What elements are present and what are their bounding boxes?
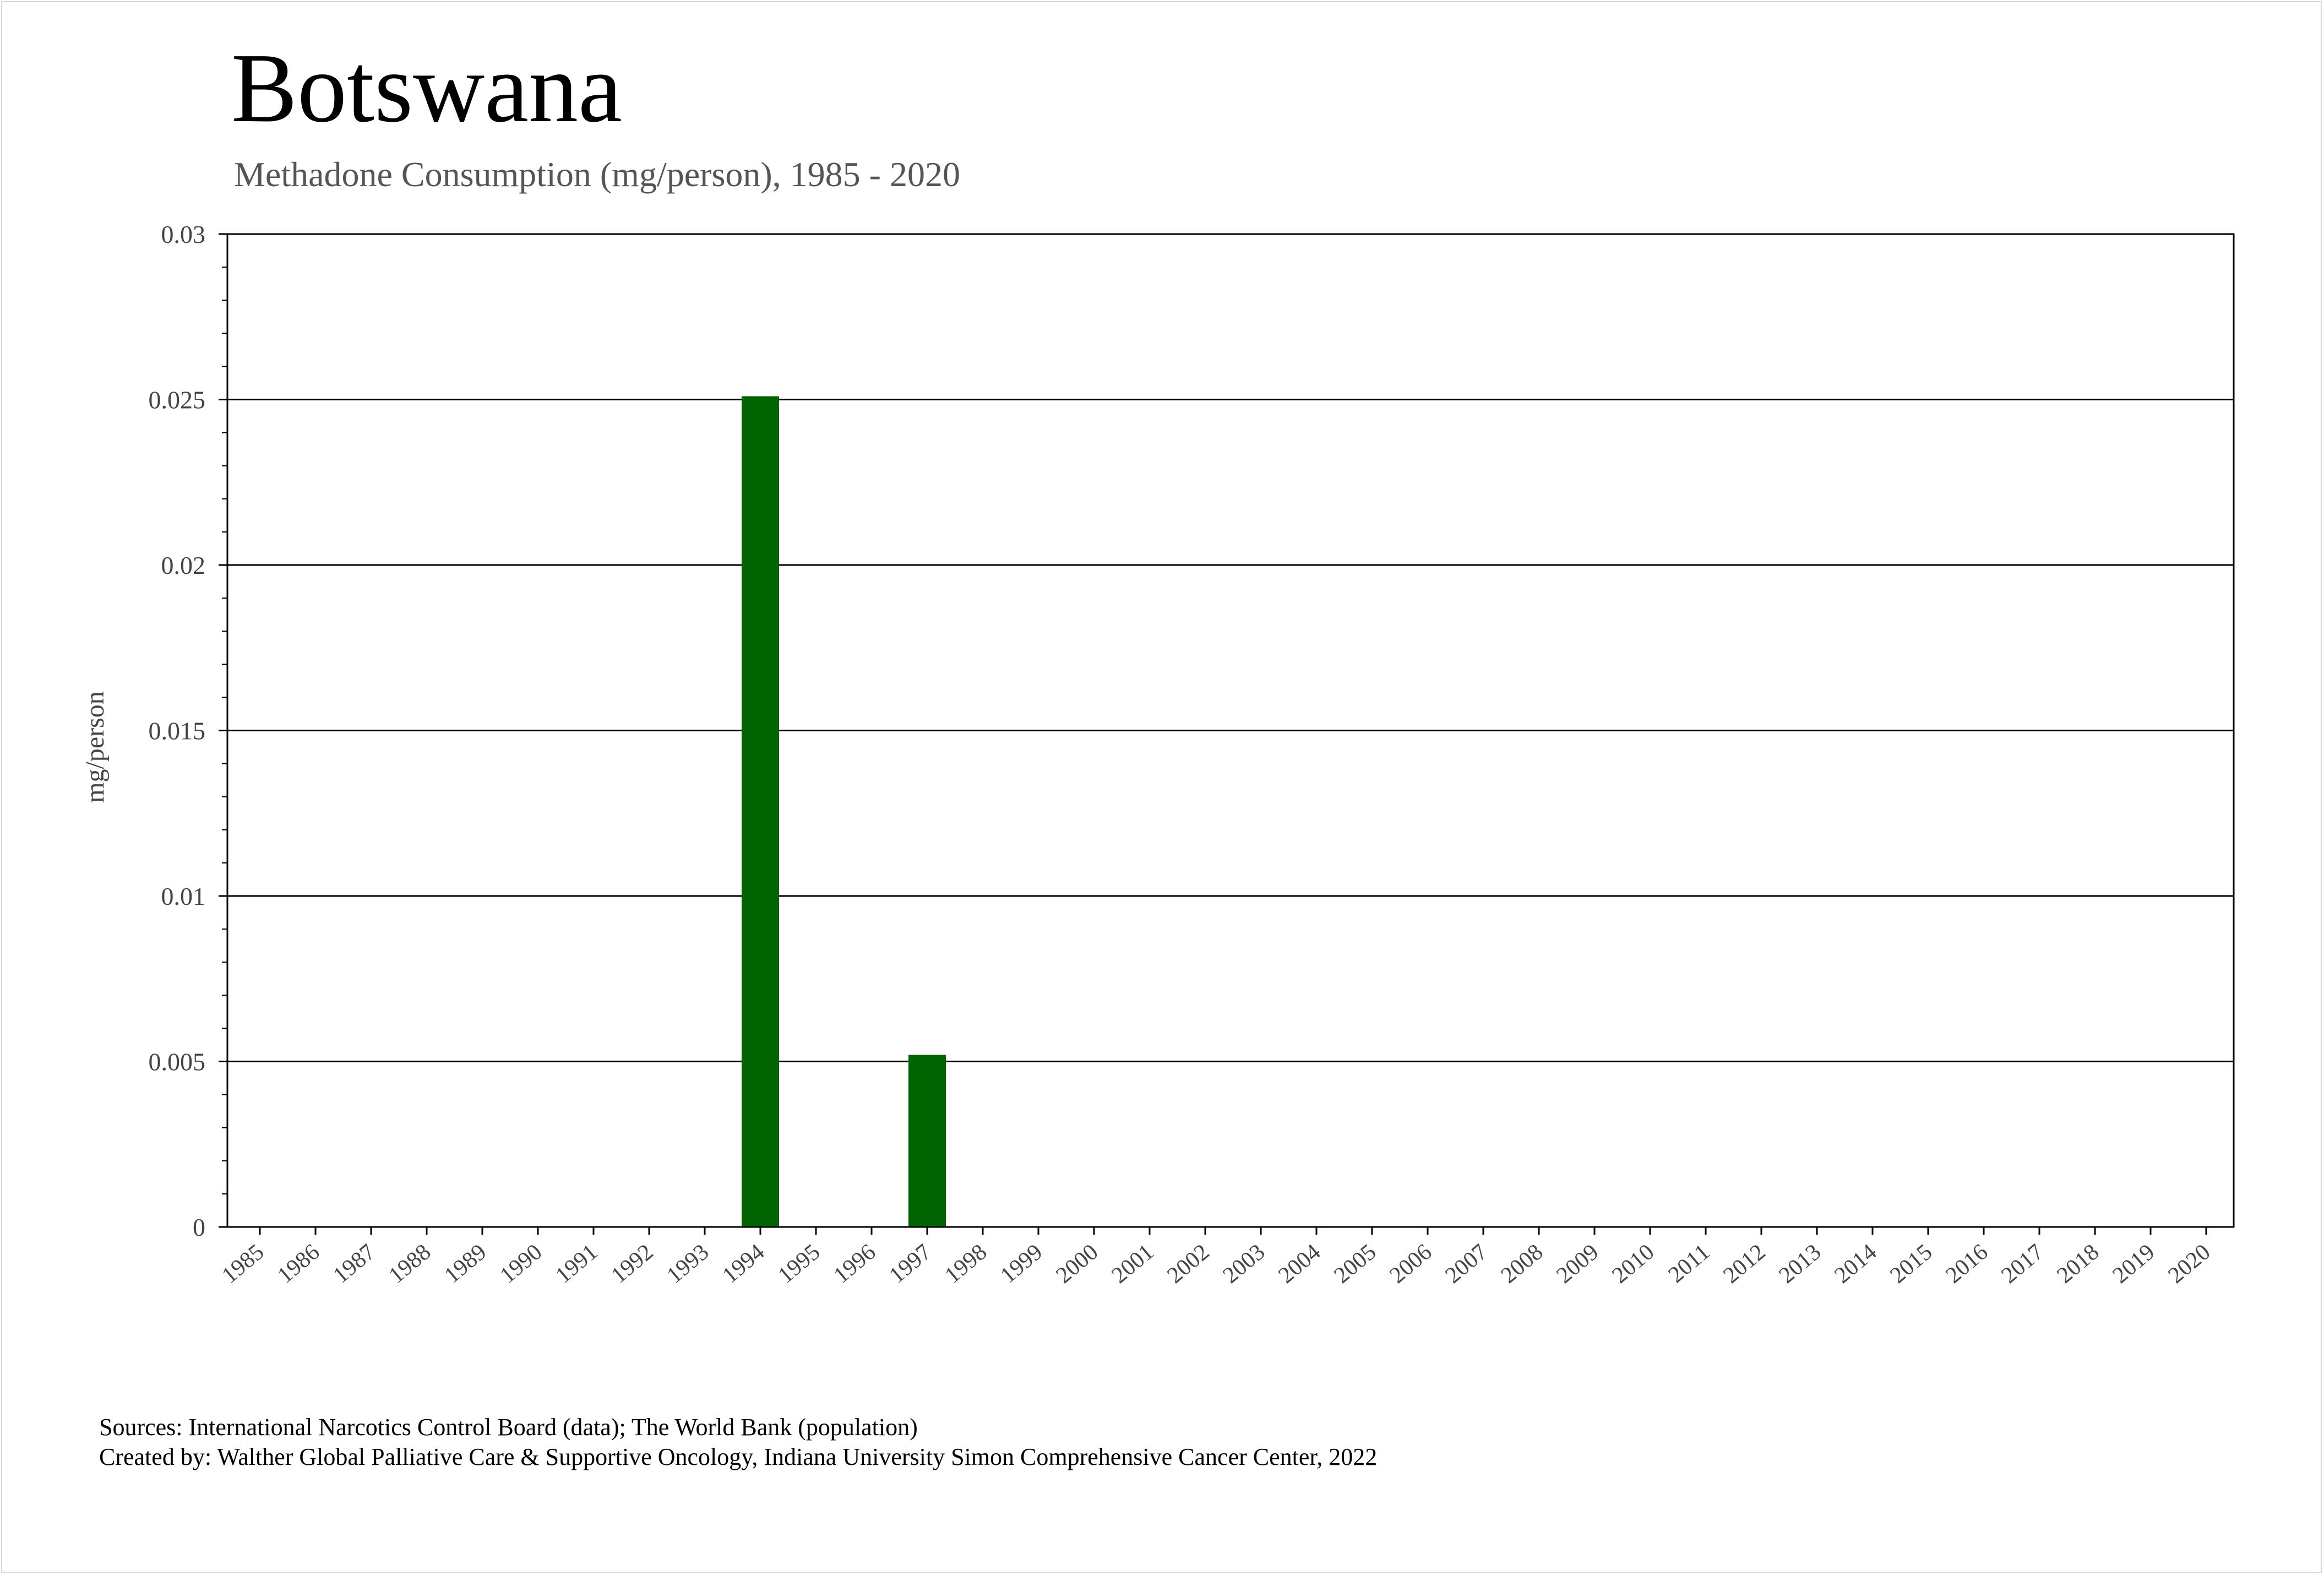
x-tick-label: 1993: [662, 1239, 714, 1288]
y-tick-label: 0.015: [149, 717, 206, 745]
x-tick-label: 2015: [1886, 1239, 1937, 1288]
x-tick-label: 1990: [496, 1239, 547, 1288]
x-tick-label: 2018: [2053, 1239, 2104, 1288]
x-tick-label: 1997: [885, 1239, 937, 1288]
footer: Sources: International Narcotics Control…: [99, 1413, 1377, 1472]
x-tick-label: 2013: [1775, 1239, 1826, 1288]
x-tick-label: 1987: [329, 1239, 380, 1288]
x-tick-label: 2009: [1552, 1239, 1604, 1288]
y-tick-label: 0.025: [149, 386, 206, 414]
x-tick-label: 2006: [1385, 1239, 1437, 1288]
bar-1997: [908, 1055, 946, 1227]
x-tick-label: 2002: [1163, 1239, 1215, 1288]
gridlines: [227, 399, 2234, 1062]
x-tick-label: 2016: [1941, 1239, 1993, 1288]
x-tick-label: 1998: [940, 1239, 992, 1288]
x-tick-label: 1994: [718, 1239, 770, 1288]
x-tick-label: 2010: [1608, 1239, 1659, 1288]
x-tick-label: 1989: [440, 1239, 492, 1288]
x-tick-label: 2003: [1218, 1239, 1270, 1288]
x-tick-label: 2011: [1664, 1239, 1715, 1288]
x-tick-label: 2019: [2108, 1239, 2160, 1288]
x-tick-label: 1995: [774, 1239, 825, 1288]
y-axis-label: mg/person: [80, 691, 110, 803]
x-tick-label: 2005: [1330, 1239, 1381, 1288]
x-tick-label: 2014: [1830, 1239, 1882, 1288]
x-tick-label: 2000: [1052, 1239, 1103, 1288]
x-tick-label: 1996: [829, 1239, 881, 1288]
created-by-note: Created by: Walther Global Palliative Ca…: [99, 1443, 1378, 1470]
y-tick-label: 0.02: [161, 551, 206, 579]
x-tick-label: 1986: [273, 1239, 325, 1288]
x-tick-label: 2007: [1441, 1239, 1493, 1288]
x-axis: 1985 1986 1987 1988 1989 1990 1991 1992 1993 1994…: [217, 1227, 2216, 1289]
sources-note: Sources: International Narcotics Control…: [99, 1414, 918, 1441]
x-tick-label: 1988: [384, 1239, 436, 1288]
x-tick-label: 1999: [996, 1239, 1048, 1288]
y-tick-label: 0: [193, 1213, 205, 1241]
x-tick-label: 2004: [1274, 1239, 1326, 1288]
y-axis: 0 0.005 0.01 0.015 0.02 0.025 0.03: [149, 220, 227, 1241]
x-tick-label: 2008: [1496, 1239, 1548, 1288]
bars: [742, 396, 946, 1227]
x-tick-label: 1985: [217, 1239, 269, 1288]
chart-title: Botswana: [231, 33, 622, 143]
y-tick-label: 0.005: [149, 1048, 206, 1076]
y-tick-label: 0.01: [161, 882, 206, 910]
x-tick-label: 2017: [1997, 1239, 2049, 1288]
x-tick-label: 2001: [1107, 1239, 1159, 1288]
x-tick-label: 2012: [1719, 1239, 1771, 1288]
chart-subtitle: Methadone Consumption (mg/person), 1985 …: [234, 155, 960, 194]
x-tick-label: 1992: [607, 1239, 658, 1288]
bar-1994: [742, 396, 779, 1227]
x-tick-label: 2020: [2164, 1239, 2216, 1288]
y-tick-label: 0.03: [161, 220, 206, 248]
x-tick-label: 1991: [551, 1239, 603, 1288]
